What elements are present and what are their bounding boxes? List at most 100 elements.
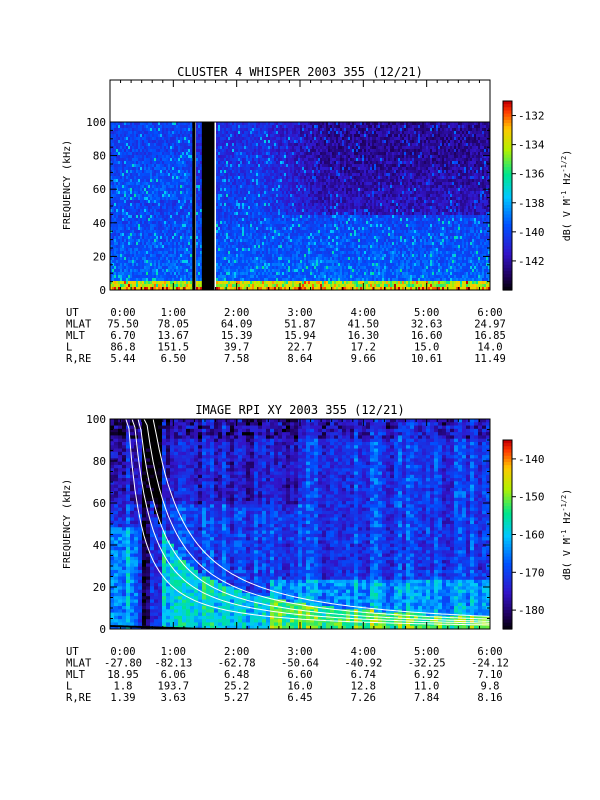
heat-cell <box>250 248 253 252</box>
heat-cell <box>302 152 305 156</box>
heat-cell <box>170 269 173 273</box>
heat-cell <box>146 206 149 210</box>
heat-cell <box>136 182 139 186</box>
heat-cell <box>252 149 255 153</box>
heat-cell <box>230 158 233 162</box>
heat-cell <box>120 191 123 195</box>
heat-cell <box>144 194 147 198</box>
heat-cell <box>248 182 251 186</box>
heat-cell <box>132 161 135 165</box>
heat-cell <box>222 167 225 171</box>
heat-cell <box>278 140 281 144</box>
heat-cell <box>112 263 115 267</box>
heat-cell <box>284 242 287 246</box>
heat-cell <box>172 140 175 144</box>
heat-cell <box>272 167 275 171</box>
heat-cell <box>294 278 297 282</box>
heat-cell <box>260 212 263 216</box>
heat-cell <box>188 155 191 159</box>
heat-cell <box>148 131 151 135</box>
heat-cell <box>298 185 301 189</box>
heat-cell <box>262 146 265 150</box>
heat-cell <box>262 125 265 129</box>
heat-cell <box>198 191 201 195</box>
heat-cell <box>248 221 251 225</box>
heat-cell <box>118 125 121 129</box>
heat-cell <box>216 263 219 267</box>
heat-cell <box>158 137 161 141</box>
heat-cell <box>266 200 269 204</box>
heat-cell <box>162 206 165 210</box>
heat-cell <box>190 158 193 162</box>
heat-cell <box>222 212 225 216</box>
heat-cell <box>184 227 187 231</box>
heat-cell <box>176 173 179 177</box>
heat-cell <box>150 122 153 126</box>
heat-cell <box>200 128 203 132</box>
heat-cell <box>258 257 261 261</box>
heat-cell <box>224 236 227 240</box>
heat-cell <box>164 236 167 240</box>
heat-cell <box>278 218 281 222</box>
heat-cell <box>136 215 139 219</box>
heat-cell <box>278 200 281 204</box>
heat-cell <box>132 269 135 273</box>
heat-cell <box>270 161 273 165</box>
heat-cell <box>302 188 305 192</box>
heat-cell <box>258 155 261 159</box>
heat-cell <box>270 194 273 198</box>
heat-cell <box>110 209 113 213</box>
heat-cell <box>162 125 165 129</box>
heat-cell <box>188 272 191 276</box>
heat-cell <box>278 281 281 285</box>
heat-cell <box>234 197 237 201</box>
heat-cell <box>112 245 115 249</box>
heat-cell <box>178 164 181 168</box>
heat-cell <box>248 266 251 270</box>
heat-cell <box>254 164 257 168</box>
heat-cell <box>248 146 251 150</box>
heat-cell <box>288 257 291 261</box>
heat-cell <box>248 125 251 129</box>
heat-cell <box>294 287 297 290</box>
heat-cell <box>254 122 257 126</box>
heat-cell <box>114 140 117 144</box>
heat-cell <box>158 248 161 252</box>
heat-cell <box>222 197 225 201</box>
heat-cell <box>244 239 247 243</box>
heat-cell <box>248 269 251 273</box>
heat-cell <box>222 203 225 207</box>
heat-cell <box>146 221 149 225</box>
heat-cell <box>226 155 229 159</box>
heat-cell <box>286 266 289 270</box>
heat-cell <box>220 287 223 290</box>
heat-cell <box>230 233 233 237</box>
heat-cell <box>122 164 125 168</box>
heat-cell <box>268 188 271 192</box>
heat-cell <box>172 245 175 249</box>
heat-cell <box>182 218 185 222</box>
heat-cell <box>270 173 273 177</box>
heat-cell <box>132 227 135 231</box>
heat-cell <box>300 197 303 201</box>
heat-cell <box>144 137 147 141</box>
heat-cell <box>166 191 169 195</box>
heat-cell <box>118 155 121 159</box>
heat-cell <box>294 197 297 201</box>
heat-cell <box>170 125 173 129</box>
heat-cell <box>240 218 243 222</box>
heat-cell <box>290 152 293 156</box>
heat-cell <box>186 137 189 141</box>
heat-cell <box>264 203 267 207</box>
heat-cell <box>128 131 131 135</box>
heat-cell <box>218 122 221 126</box>
heat-cell <box>278 176 281 180</box>
heat-cell <box>170 248 173 252</box>
heat-cell <box>238 263 241 267</box>
heat-cell <box>154 128 157 132</box>
heat-cell <box>280 128 283 132</box>
heat-cell <box>146 137 149 141</box>
heat-cell <box>226 215 229 219</box>
heat-cell <box>222 182 225 186</box>
heat-cell <box>292 257 295 261</box>
